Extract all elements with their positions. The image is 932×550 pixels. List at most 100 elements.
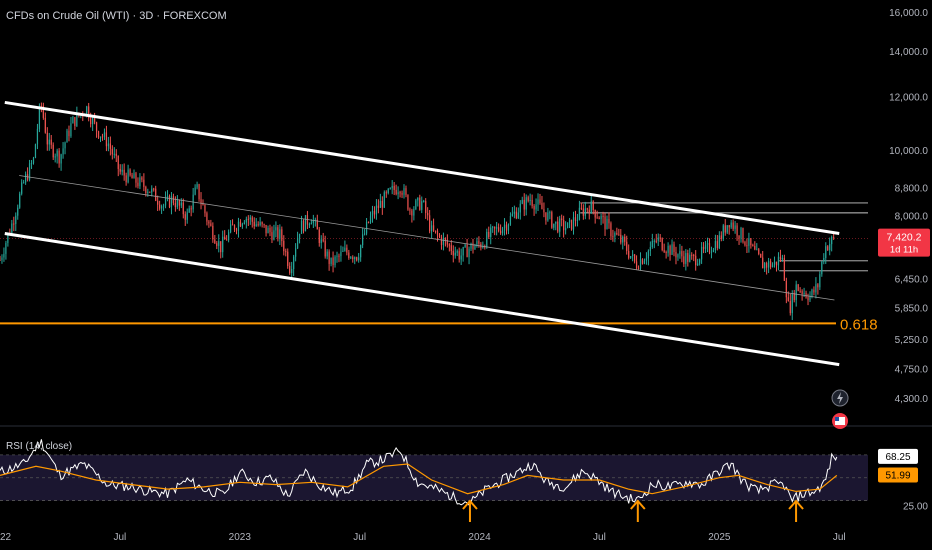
candle-body xyxy=(519,203,521,213)
candle-body xyxy=(432,225,435,231)
candle-body xyxy=(32,157,35,163)
candle-body xyxy=(381,200,383,208)
candle-body xyxy=(241,223,244,227)
candle-body xyxy=(450,245,452,251)
candle-body xyxy=(762,257,764,269)
candle-body xyxy=(62,148,64,155)
candle-body xyxy=(109,143,111,149)
candle-body xyxy=(285,251,287,253)
candle-body xyxy=(342,250,344,252)
candle-body xyxy=(819,274,821,288)
channel-lower-line xyxy=(4,232,840,367)
candle-body xyxy=(756,249,758,251)
candle-body xyxy=(515,211,517,219)
candle-body xyxy=(72,117,74,124)
candle-body xyxy=(651,240,653,248)
candle-body xyxy=(507,224,510,231)
candle-body xyxy=(249,217,251,220)
candle-body xyxy=(458,251,460,260)
candle-body xyxy=(332,257,334,266)
candle-body xyxy=(318,229,320,243)
flag-icon-glyph xyxy=(835,417,846,425)
candle-body xyxy=(537,199,539,205)
candle-body xyxy=(255,224,257,227)
candle-body xyxy=(616,233,618,235)
candle-body xyxy=(492,226,494,228)
candle-body xyxy=(551,212,553,228)
rsi-arrow-head-1 xyxy=(630,499,646,510)
candle-body xyxy=(799,290,801,292)
candle-body xyxy=(291,268,293,274)
candle-body xyxy=(706,243,709,245)
current-price-value: 7,420.2 xyxy=(886,232,921,244)
candle-body xyxy=(702,246,705,249)
candle-body xyxy=(88,106,90,119)
candle-body xyxy=(298,233,301,238)
candle-body xyxy=(375,205,378,215)
candle-body xyxy=(557,221,559,232)
candle-body xyxy=(704,244,707,249)
candle-body xyxy=(813,289,815,293)
candle-body xyxy=(738,235,740,239)
candle-body xyxy=(568,219,571,223)
candle-body xyxy=(123,169,125,176)
candle-body xyxy=(220,241,222,253)
candle-body xyxy=(708,243,711,253)
candle-body xyxy=(525,197,527,210)
candle-body xyxy=(247,218,249,220)
candle-body xyxy=(13,223,15,225)
candle-body xyxy=(655,240,657,242)
candle-body xyxy=(482,246,484,248)
candle-body xyxy=(742,228,744,243)
candle-body xyxy=(628,250,630,258)
candle-body xyxy=(513,211,515,214)
candle-body xyxy=(570,219,573,230)
candle-body xyxy=(204,205,206,214)
candle-body xyxy=(590,201,592,214)
y-tick-label: 5,250.0 xyxy=(895,335,929,346)
candle-body xyxy=(312,220,314,223)
x-tick-label: Jul xyxy=(833,532,846,543)
candle-body xyxy=(771,264,774,268)
candle-body xyxy=(740,228,742,239)
candle-body xyxy=(30,162,33,164)
candle-body xyxy=(139,177,141,187)
candle-body xyxy=(253,221,255,227)
candle-body xyxy=(373,211,376,215)
candle-body xyxy=(693,255,695,257)
candle-body xyxy=(446,240,448,245)
candle-body xyxy=(726,225,728,233)
candle-body xyxy=(393,185,395,190)
candle-body xyxy=(535,204,537,210)
candle-body xyxy=(728,225,730,228)
candle-body xyxy=(456,251,458,253)
candle-body xyxy=(714,241,717,251)
candle-body xyxy=(352,257,354,260)
candle-body xyxy=(168,195,171,208)
candle-body xyxy=(606,218,608,230)
candle-body xyxy=(358,257,360,261)
candle-body xyxy=(687,253,689,262)
candle-body xyxy=(70,123,72,137)
candle-body xyxy=(661,238,663,251)
candle-body xyxy=(588,209,590,214)
candle-body xyxy=(180,202,182,206)
candle-body xyxy=(783,257,785,281)
candle-body xyxy=(775,261,778,266)
candle-body xyxy=(210,223,212,226)
candle-body xyxy=(413,209,415,216)
candle-body xyxy=(363,233,366,235)
candle-body xyxy=(281,229,283,241)
candle-body xyxy=(141,177,143,180)
candle-body xyxy=(541,203,543,210)
candle-body xyxy=(663,250,665,253)
flag-icon-canton xyxy=(835,417,840,421)
candle-body xyxy=(76,112,78,126)
candle-body xyxy=(764,263,766,269)
candle-body xyxy=(730,222,732,228)
candle-body xyxy=(496,227,498,229)
candle-body xyxy=(781,257,784,260)
candle-body xyxy=(565,228,567,231)
